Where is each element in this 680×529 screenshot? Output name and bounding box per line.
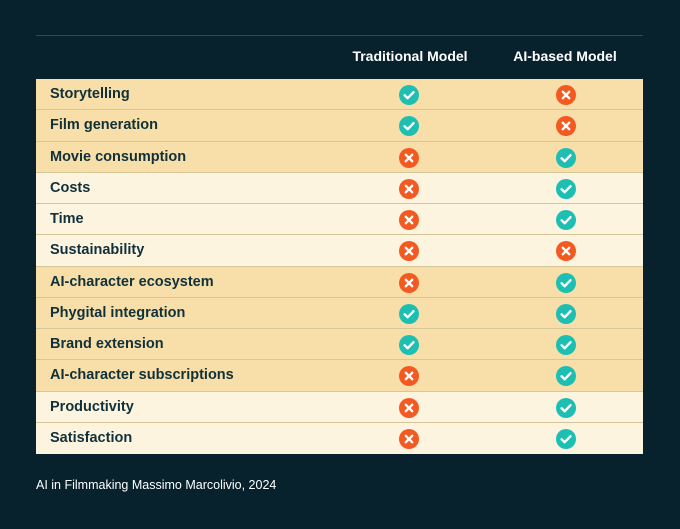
cross-icon (399, 178, 419, 199)
check-icon (556, 178, 576, 199)
cross-icon (399, 428, 419, 449)
row-label: Productivity (50, 398, 134, 415)
cross-icon (399, 272, 419, 293)
table-row: Satisfaction (36, 422, 643, 454)
table-row: Movie consumption (36, 141, 643, 173)
check-icon (556, 335, 576, 355)
cross-icon (556, 116, 576, 137)
row-label: AI-character ecosystem (50, 273, 214, 290)
top-divider (36, 35, 643, 36)
check-icon (556, 366, 576, 387)
check-icon (556, 272, 576, 293)
check-icon (556, 147, 576, 168)
comparison-table: Storytelling Film generation Movie consump… (36, 79, 643, 454)
cross-icon (399, 241, 419, 262)
table-row: AI-character subscriptions (36, 360, 643, 392)
table-row: Time (36, 204, 643, 236)
check-icon (556, 428, 576, 449)
row-label: Brand extension (50, 336, 164, 352)
row-label: Sustainability (50, 242, 145, 259)
cross-icon (399, 147, 419, 168)
row-label: Phygital integration (50, 304, 186, 321)
table-row: Sustainability (36, 235, 643, 267)
cross-icon (556, 241, 576, 262)
row-label: Costs (50, 179, 91, 196)
row-label: Storytelling (50, 86, 130, 102)
check-icon (399, 335, 419, 355)
row-label: Satisfaction (50, 429, 133, 446)
cross-icon (399, 397, 419, 418)
table-row: Phygital integration (36, 297, 643, 329)
cross-icon (399, 210, 419, 230)
row-label: AI-character subscriptions (50, 367, 234, 384)
table-row: Storytelling (36, 79, 643, 111)
row-label: Time (50, 211, 84, 227)
table-row: Productivity (36, 391, 643, 423)
source-caption: AI in Filmmaking Massimo Marcolivio, 202… (36, 478, 277, 492)
cross-icon (556, 85, 576, 105)
check-icon (399, 303, 419, 324)
check-icon (399, 85, 419, 105)
table-row: Costs (36, 172, 643, 204)
check-icon (556, 303, 576, 324)
check-icon (399, 116, 419, 137)
table-row: Brand extension (36, 329, 643, 361)
table-header: Traditional Model AI-based Model (36, 44, 643, 70)
row-label: Movie consumption (50, 148, 187, 165)
column-header-ai: AI-based Model (513, 48, 617, 64)
cross-icon (399, 366, 419, 387)
table-row: AI-character ecosystem (36, 266, 643, 298)
check-icon (556, 210, 576, 230)
table-row: Film generation (36, 110, 643, 142)
column-header-traditional: Traditional Model (352, 48, 468, 64)
row-label: Film generation (50, 117, 158, 134)
check-icon (556, 397, 576, 418)
